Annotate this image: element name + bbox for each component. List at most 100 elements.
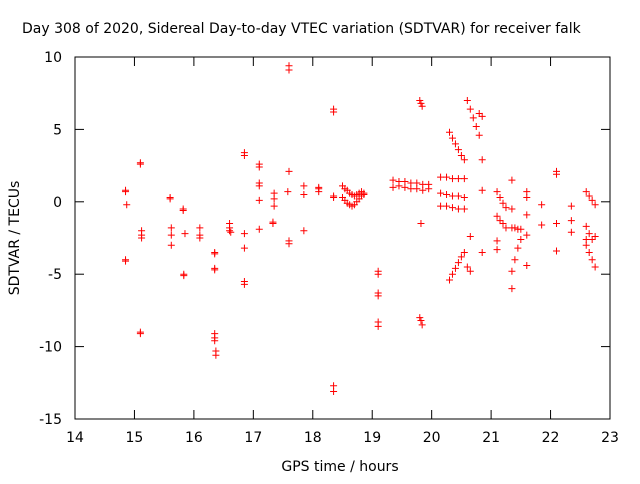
data-point (443, 202, 451, 210)
data-point (523, 262, 531, 270)
data-point (585, 192, 593, 200)
data-point (211, 337, 219, 345)
data-point (523, 211, 531, 219)
data-point (395, 182, 403, 190)
data-point (417, 317, 425, 325)
data-point (196, 234, 204, 242)
data-point (417, 99, 425, 107)
data-point (508, 205, 516, 213)
data-point (212, 351, 220, 359)
data-point (454, 259, 462, 267)
data-point (478, 112, 486, 120)
data-point (240, 230, 248, 238)
data-point (122, 257, 130, 265)
data-point (255, 163, 263, 171)
data-point (374, 292, 382, 300)
data-point (508, 176, 516, 184)
data-point (240, 244, 248, 252)
data-point (463, 263, 471, 271)
data-point (226, 227, 234, 235)
data-point (136, 160, 144, 168)
data-point (269, 218, 277, 226)
data-point (425, 185, 433, 193)
data-point (460, 205, 468, 213)
data-point (466, 267, 474, 275)
data-point (538, 221, 546, 229)
data-point (416, 314, 424, 322)
x-tick-label: 16 (185, 430, 203, 446)
data-point (437, 173, 445, 181)
data-point (300, 191, 308, 199)
data-point (496, 217, 504, 225)
data-point (240, 280, 248, 288)
data-point (553, 220, 560, 228)
data-point (460, 248, 468, 256)
data-point (463, 96, 471, 104)
data-point (270, 195, 278, 203)
y-tick-label: 0 (53, 195, 62, 211)
y-tick-label: -5 (48, 267, 62, 283)
data-point (511, 256, 519, 264)
data-point (240, 151, 248, 159)
data-point (502, 204, 510, 212)
data-point (443, 173, 451, 181)
data-point (502, 224, 510, 232)
data-point (553, 170, 560, 178)
data-point (285, 66, 293, 74)
data-point (469, 114, 477, 122)
data-point (517, 225, 525, 233)
data-point (446, 276, 453, 284)
data-point (567, 217, 575, 225)
y-tick-label: -10 (39, 340, 62, 356)
data-point (582, 188, 590, 196)
y-axis-ticks: -15 -10 -5 0 5 10 (39, 50, 610, 428)
y-tick-label: 10 (44, 50, 62, 66)
data-point (211, 250, 219, 258)
data-point (407, 185, 415, 193)
x-axis-label: GPS time / hours (281, 459, 398, 475)
data-point (122, 188, 130, 196)
data-point (588, 196, 596, 204)
data-point (255, 182, 263, 190)
chart-title: Day 308 of 2020, Sidereal Day-to-day VTE… (22, 21, 582, 37)
data-point (457, 253, 465, 261)
data-point (138, 234, 146, 242)
data-point (472, 123, 480, 131)
data-point (454, 192, 462, 200)
data-point (588, 235, 596, 243)
data-point (417, 220, 425, 228)
data-point (514, 244, 522, 252)
data-point (499, 199, 507, 207)
data-point (255, 196, 263, 204)
y-tick-label: -15 (39, 412, 62, 428)
y-tick-label: 5 (53, 122, 62, 138)
data-point (300, 227, 308, 235)
data-point (585, 248, 593, 256)
data-point (448, 270, 456, 278)
data-point (418, 102, 426, 110)
data-point (360, 191, 368, 199)
data-point (374, 322, 382, 330)
data-point (475, 109, 483, 117)
x-tick-label: 19 (363, 430, 381, 446)
data-point (475, 131, 483, 139)
data-point (443, 191, 451, 199)
data-point (478, 248, 486, 256)
data-point (374, 270, 382, 278)
data-point (585, 230, 593, 238)
data-point (227, 228, 235, 236)
data-point (179, 206, 187, 214)
x-tick-label: 21 (482, 430, 500, 446)
data-point (389, 183, 397, 191)
data-point (180, 272, 188, 280)
data-point (330, 193, 338, 201)
data-point (460, 156, 468, 164)
data-point (567, 202, 575, 210)
data-point (413, 185, 421, 193)
data-point (493, 237, 501, 245)
data-point (591, 233, 599, 241)
x-tick-label: 18 (304, 430, 322, 446)
data-point (591, 263, 599, 271)
data-point (167, 231, 175, 239)
